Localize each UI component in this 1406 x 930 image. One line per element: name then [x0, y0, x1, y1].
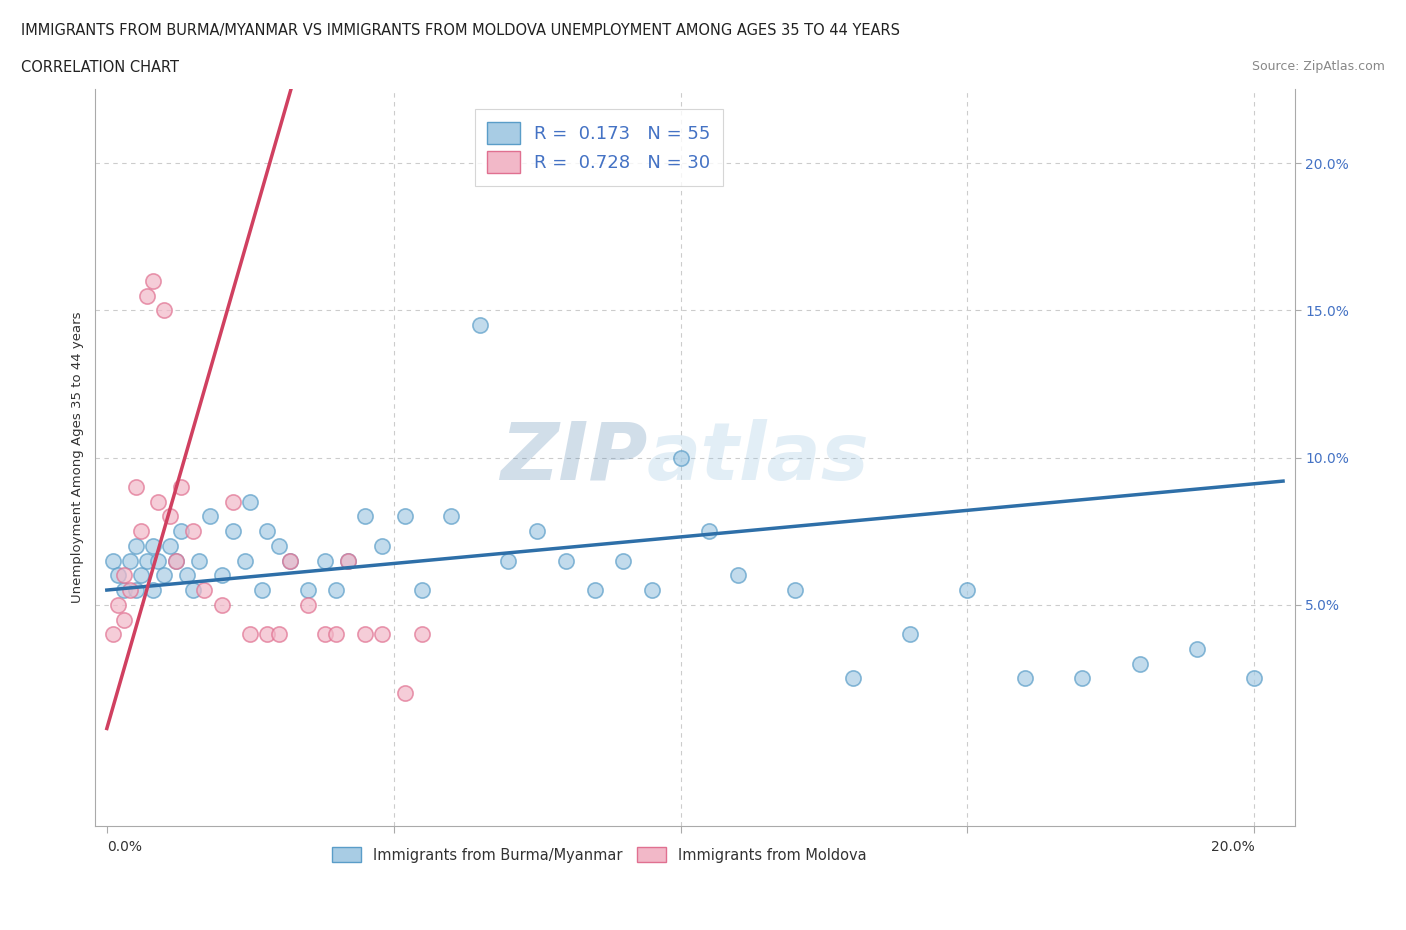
Point: [211, 568, 233, 583]
Point: [222, 494, 245, 509]
Point: [325, 582, 347, 597]
Point: [112, 568, 135, 583]
Point: [498, 553, 520, 568]
Point: [136, 288, 159, 303]
Point: [129, 568, 152, 583]
Point: [325, 627, 347, 642]
Point: [239, 627, 262, 642]
Point: [239, 494, 262, 509]
Point: [112, 582, 135, 597]
Point: [411, 582, 433, 597]
Point: [176, 568, 198, 583]
Point: [280, 553, 302, 568]
Point: [526, 524, 548, 538]
Point: [371, 627, 394, 642]
Point: [697, 524, 720, 538]
Point: [468, 317, 491, 332]
Point: [148, 494, 170, 509]
Point: [554, 553, 576, 568]
Point: [354, 627, 377, 642]
Point: [1129, 657, 1152, 671]
Point: [153, 568, 176, 583]
Point: [1014, 671, 1036, 685]
Point: [354, 509, 377, 524]
Point: [170, 524, 193, 538]
Point: [256, 627, 278, 642]
Point: [256, 524, 278, 538]
Point: [727, 568, 749, 583]
Point: [124, 582, 146, 597]
Point: [394, 685, 416, 700]
Point: [280, 553, 302, 568]
Point: [222, 524, 245, 538]
Point: [124, 480, 146, 495]
Point: [641, 582, 664, 597]
Point: [112, 612, 135, 627]
Point: [785, 582, 807, 597]
Point: [142, 582, 165, 597]
Point: [336, 553, 359, 568]
Point: [898, 627, 921, 642]
Text: CORRELATION CHART: CORRELATION CHART: [21, 60, 179, 75]
Point: [336, 553, 359, 568]
Point: [297, 582, 319, 597]
Text: IMMIGRANTS FROM BURMA/MYANMAR VS IMMIGRANTS FROM MOLDOVA UNEMPLOYMENT AMONG AGES: IMMIGRANTS FROM BURMA/MYANMAR VS IMMIGRA…: [21, 23, 900, 38]
Point: [211, 597, 233, 612]
Point: [1185, 642, 1208, 657]
Point: [314, 627, 336, 642]
Point: [1071, 671, 1094, 685]
Point: [142, 538, 165, 553]
Point: [181, 524, 204, 538]
Point: [159, 538, 181, 553]
Point: [148, 553, 170, 568]
Point: [440, 509, 463, 524]
Text: Source: ZipAtlas.com: Source: ZipAtlas.com: [1251, 60, 1385, 73]
Text: ZIP: ZIP: [499, 418, 647, 497]
Point: [165, 553, 187, 568]
Point: [187, 553, 209, 568]
Point: [612, 553, 634, 568]
Point: [124, 538, 146, 553]
Point: [107, 597, 129, 612]
Text: 0.0%: 0.0%: [107, 841, 142, 855]
Point: [170, 480, 193, 495]
Point: [129, 524, 152, 538]
Point: [193, 582, 215, 597]
Point: [1243, 671, 1265, 685]
Point: [165, 553, 187, 568]
Point: [107, 568, 129, 583]
Point: [411, 627, 433, 642]
Point: [841, 671, 863, 685]
Legend: Immigrants from Burma/Myanmar, Immigrants from Moldova: Immigrants from Burma/Myanmar, Immigrant…: [325, 840, 873, 870]
Point: [297, 597, 319, 612]
Point: [314, 553, 336, 568]
Point: [956, 582, 979, 597]
Point: [250, 582, 273, 597]
Point: [267, 627, 290, 642]
Point: [198, 509, 221, 524]
Point: [101, 553, 124, 568]
Point: [181, 582, 204, 597]
Y-axis label: Unemployment Among Ages 35 to 44 years: Unemployment Among Ages 35 to 44 years: [72, 312, 84, 604]
Point: [118, 553, 141, 568]
Point: [159, 509, 181, 524]
Point: [101, 627, 124, 642]
Point: [136, 553, 159, 568]
Text: atlas: atlas: [647, 418, 870, 497]
Point: [371, 538, 394, 553]
Point: [142, 273, 165, 288]
Point: [153, 303, 176, 318]
Point: [394, 509, 416, 524]
Point: [233, 553, 256, 568]
Text: 20.0%: 20.0%: [1211, 841, 1254, 855]
Point: [118, 582, 141, 597]
Point: [583, 582, 606, 597]
Point: [267, 538, 290, 553]
Point: [669, 450, 692, 465]
